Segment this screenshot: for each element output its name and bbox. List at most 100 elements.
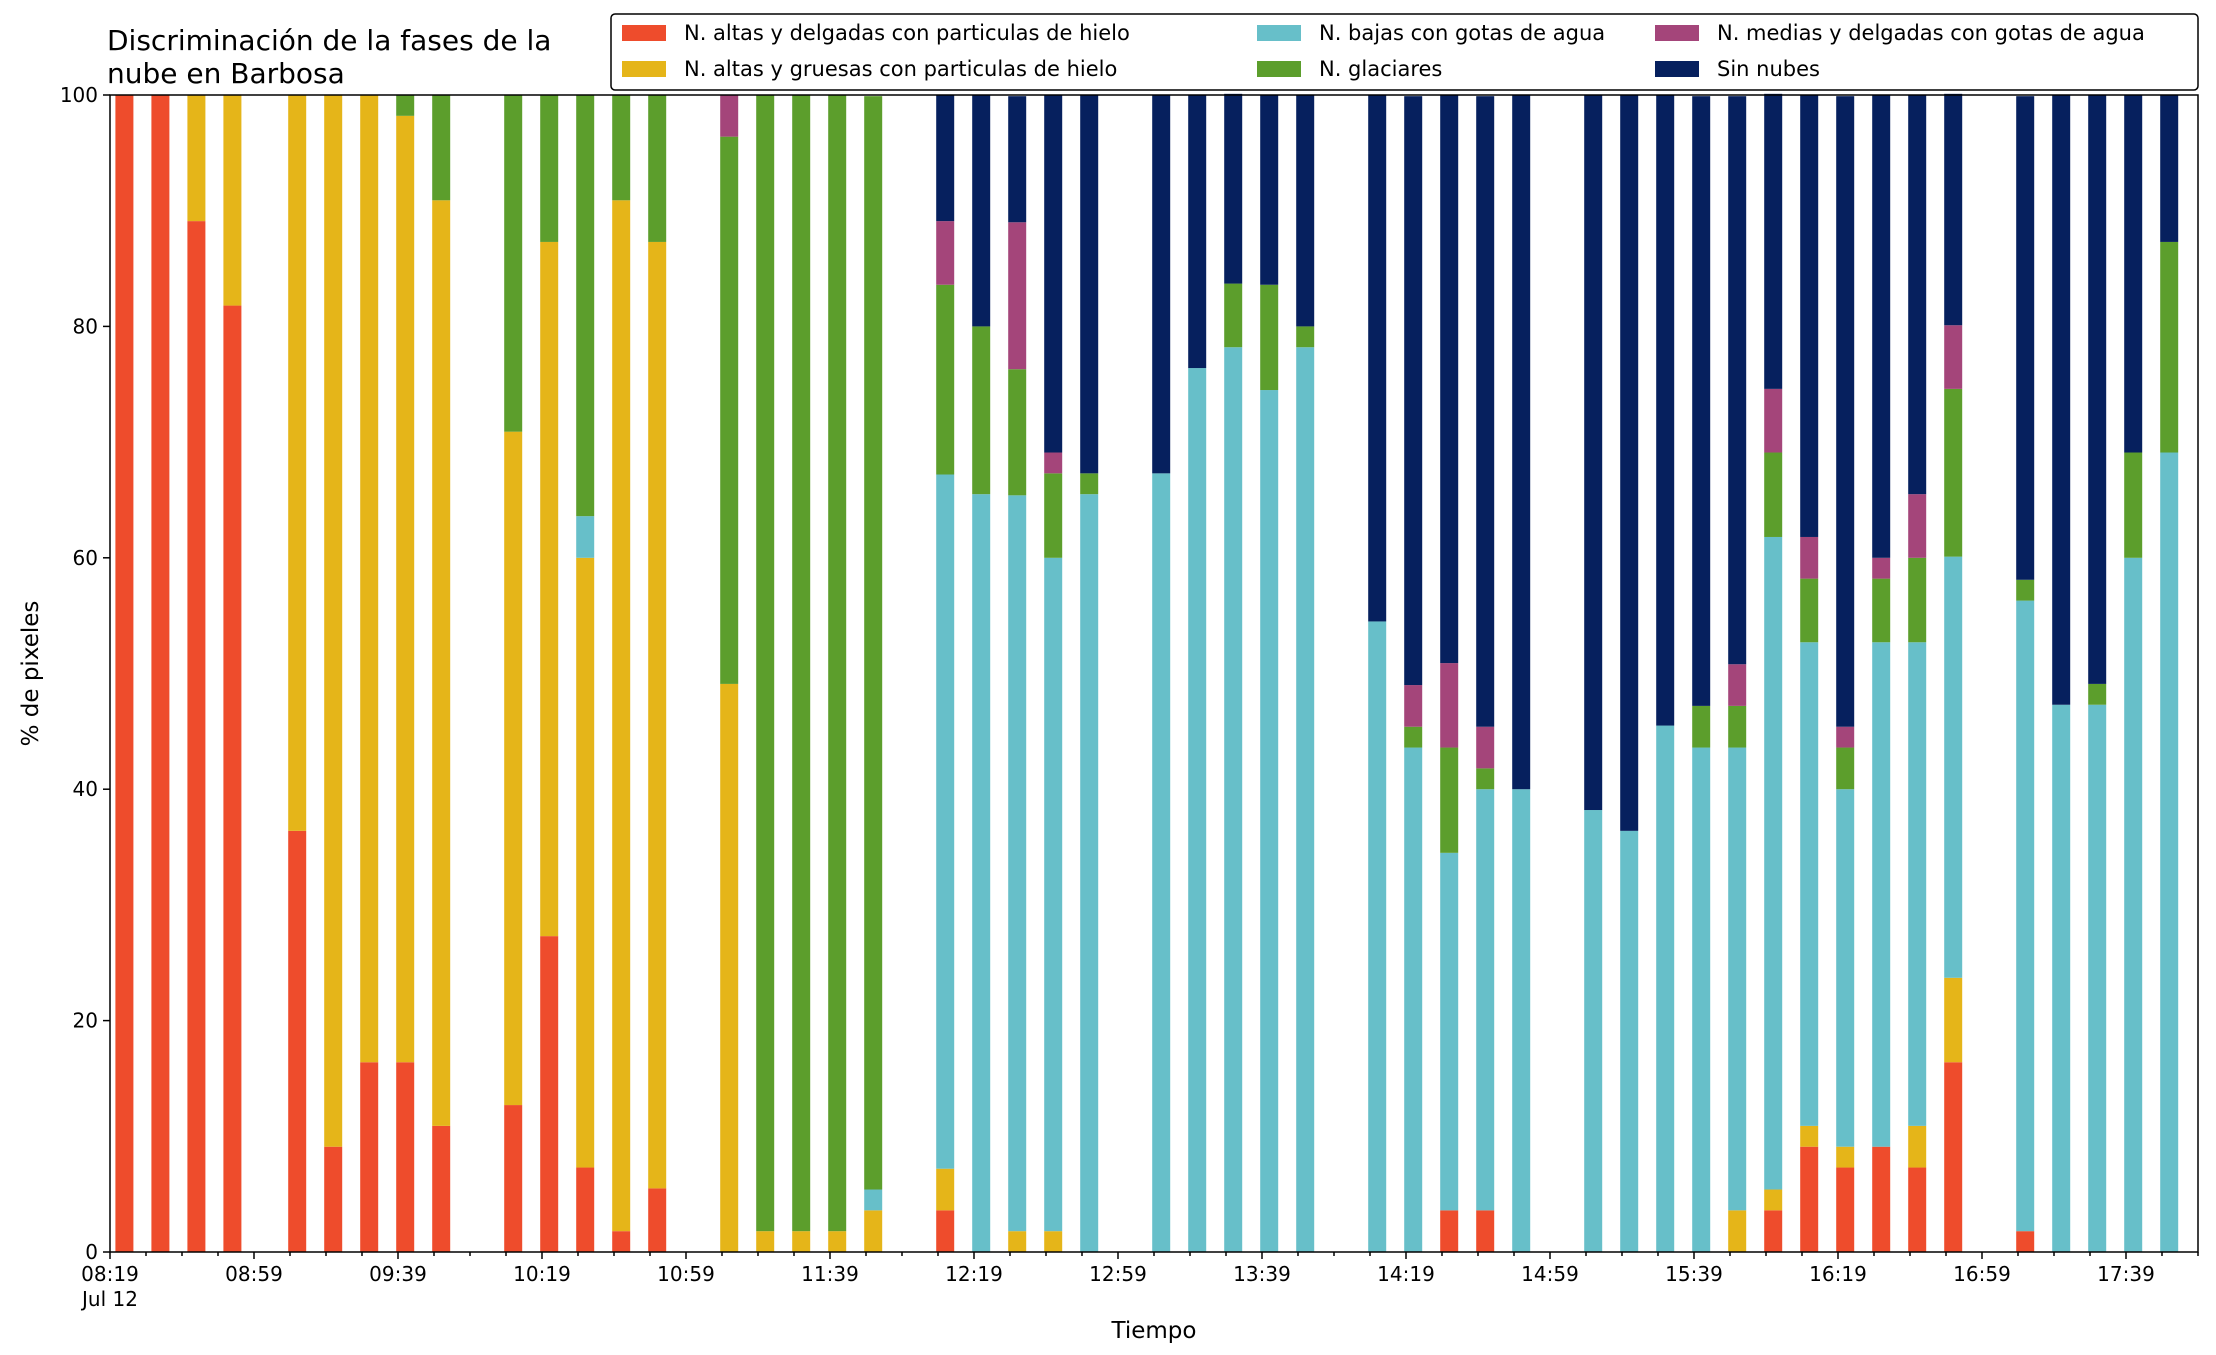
bar-segment-4-1351 bbox=[1296, 326, 1315, 348]
bar-segment-3-1351 bbox=[1296, 347, 1315, 1252]
x-axis-label: Tiempo bbox=[1111, 1318, 1197, 1344]
bar-segment-4-1231 bbox=[1008, 369, 1027, 496]
bar-segment-3-1241 bbox=[1044, 557, 1063, 1232]
legend-swatch-3 bbox=[1257, 25, 1301, 41]
bar-segment-2-1231 bbox=[1008, 1231, 1027, 1252]
bar-segment-1-1711 bbox=[2016, 1231, 2035, 1252]
bar-segment-2-1121 bbox=[756, 1231, 775, 1252]
bar-segment-6-1641 bbox=[1908, 95, 1927, 495]
bar-segment-4-1611 bbox=[1800, 578, 1819, 643]
bar-segment-4-1751 bbox=[2160, 241, 2179, 453]
bar-segment-1-1041 bbox=[612, 1231, 631, 1252]
x-tick-label: 11:39 bbox=[801, 1262, 859, 1286]
bar-segment-1-0951 bbox=[432, 1125, 451, 1252]
y-tick-label: 100 bbox=[60, 83, 98, 107]
bar-segment-6-1521 bbox=[1620, 95, 1639, 831]
bar-segment-3-1151 bbox=[864, 1189, 883, 1211]
legend-label-2: N. altas y gruesas con particulas de hie… bbox=[684, 57, 1117, 81]
bar-segment-1-1211 bbox=[936, 1210, 955, 1252]
bar-segment-4-1241 bbox=[1044, 473, 1063, 558]
bar-segment-4-1641 bbox=[1908, 557, 1927, 643]
bar-segment-2-0941 bbox=[396, 115, 415, 1063]
bar-segment-4-1011 bbox=[504, 95, 523, 432]
bar-segment-3-1731 bbox=[2088, 704, 2107, 1252]
x-tick-label: 09:39 bbox=[369, 1262, 427, 1286]
bar-segment-4-1111 bbox=[720, 136, 739, 684]
bar-segment-6-1631 bbox=[1872, 95, 1891, 558]
bar-segment-2-1151 bbox=[864, 1210, 883, 1252]
bar-segment-6-1451 bbox=[1512, 95, 1531, 790]
bar-segment-3-1611 bbox=[1800, 642, 1819, 1126]
bar-segment-4-0951 bbox=[432, 95, 451, 201]
bar-segment-6-1341 bbox=[1260, 95, 1279, 285]
bar-segment-6-1311 bbox=[1152, 95, 1171, 474]
x-tick-label: 12:59 bbox=[1089, 1262, 1147, 1286]
legend-swatch-5 bbox=[1655, 25, 1699, 41]
x-tick-label: 08:59 bbox=[225, 1262, 283, 1286]
bar-segment-4-1431 bbox=[1440, 747, 1459, 853]
bar-segment-2-0951 bbox=[432, 200, 451, 1126]
bar-segment-2-1651 bbox=[1944, 977, 1963, 1063]
bar-segment-2-1641 bbox=[1908, 1125, 1927, 1168]
bar-segment-1-1641 bbox=[1908, 1167, 1927, 1252]
bar-segment-1-0843 bbox=[187, 221, 206, 1252]
legend: N. altas y delgadas con particulas de hi… bbox=[610, 13, 2199, 91]
bar-segment-6-1611 bbox=[1800, 95, 1819, 537]
bar-segment-2-1551 bbox=[1728, 1210, 1747, 1252]
bar-segment-3-1211 bbox=[936, 474, 955, 1169]
bar-segment-1-0823 bbox=[115, 95, 134, 1252]
legend-swatch-4 bbox=[1257, 61, 1301, 77]
bar-segment-3-1641 bbox=[1908, 642, 1927, 1126]
bar-segment-6-1251 bbox=[1080, 95, 1099, 474]
x-tick-label: 14:19 bbox=[1377, 1262, 1435, 1286]
bar-segment-3-1321 bbox=[1188, 368, 1207, 1252]
chart-title-line-1: Discriminación de la fases de la bbox=[107, 24, 551, 57]
bar-segment-3-1441 bbox=[1476, 789, 1495, 1211]
bar-segment-3-1551 bbox=[1728, 747, 1747, 1211]
bar-segment-6-1621 bbox=[1836, 96, 1855, 727]
bar-segment-6-1741 bbox=[2124, 95, 2143, 453]
bar-segment-6-1721 bbox=[2052, 95, 2071, 705]
bar-segment-6-1731 bbox=[2088, 95, 2107, 684]
bar-segment-4-1141 bbox=[828, 95, 847, 1232]
bar-segment-1-0921 bbox=[324, 1146, 343, 1252]
bar-segment-3-1721 bbox=[2052, 704, 2071, 1252]
bar-segment-6-1331 bbox=[1224, 93, 1243, 284]
bar-segment-5-1651 bbox=[1944, 325, 1963, 389]
bar-segment-6-1421 bbox=[1404, 96, 1423, 686]
bar-segment-2-0911 bbox=[288, 95, 307, 831]
bar-segment-4-1331 bbox=[1224, 283, 1243, 348]
bar-segment-1-0911 bbox=[288, 830, 307, 1252]
bar-segment-1-0853 bbox=[223, 305, 242, 1253]
bar-segment-3-1741 bbox=[2124, 557, 2143, 1252]
bar-segment-5-1211 bbox=[936, 221, 955, 285]
bar-segment-2-1041 bbox=[612, 200, 631, 1232]
bar-segment-5-1551 bbox=[1728, 664, 1747, 706]
bar-segment-6-1651 bbox=[1944, 93, 1963, 326]
legend-label-3: N. bajas con gotas de agua bbox=[1319, 21, 1605, 45]
bar-segment-4-1621 bbox=[1836, 747, 1855, 790]
bar-segment-3-1521 bbox=[1620, 830, 1639, 1252]
legend-label-1: N. altas y delgadas con particulas de hi… bbox=[684, 21, 1130, 45]
bar-segment-3-1431 bbox=[1440, 852, 1459, 1211]
legend-label-6: Sin nubes bbox=[1717, 57, 1820, 81]
bar-segment-1-0941 bbox=[396, 1062, 415, 1252]
bar-segment-2-1011 bbox=[504, 431, 523, 1106]
bar-segment-3-1311 bbox=[1152, 473, 1171, 1252]
bar-segment-6-1531 bbox=[1656, 95, 1675, 726]
bar-segment-5-1631 bbox=[1872, 557, 1891, 579]
bar-segment-4-1031 bbox=[576, 95, 595, 517]
bar-segment-5-1601 bbox=[1764, 388, 1783, 453]
legend-swatch-1 bbox=[622, 25, 666, 41]
bar-segment-6-1711 bbox=[2016, 96, 2035, 580]
x-tick-label: 10:59 bbox=[657, 1262, 715, 1286]
x-tick-label: 14:59 bbox=[1521, 1262, 1579, 1286]
bar-segment-4-1421 bbox=[1404, 726, 1423, 748]
bar-segment-4-1711 bbox=[2016, 579, 2035, 601]
bar-segment-4-1221 bbox=[972, 326, 991, 495]
bar-segment-4-1251 bbox=[1080, 473, 1099, 495]
legend-swatch-2 bbox=[622, 61, 666, 77]
bar-segment-4-1341 bbox=[1260, 284, 1279, 391]
x-tick-label: 10:19 bbox=[513, 1262, 571, 1286]
